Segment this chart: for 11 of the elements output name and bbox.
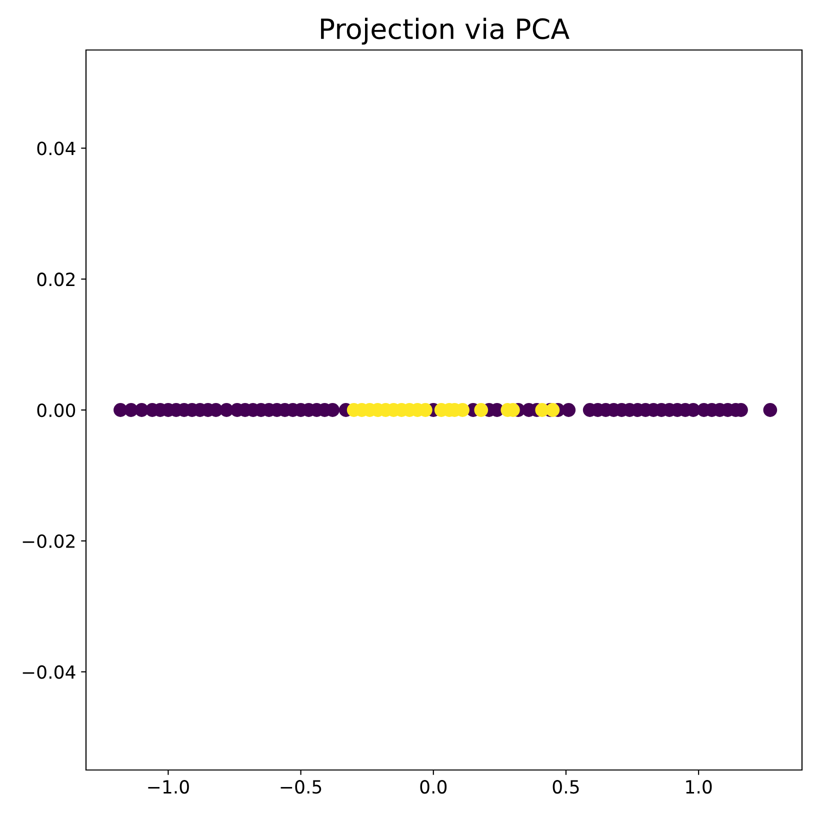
x-tick-label: −0.5 <box>280 780 322 794</box>
y-tick-label: −0.02 <box>22 534 74 548</box>
y-tick-label: 0.00 <box>37 403 76 418</box>
y-tick-label: −0.04 <box>22 665 76 679</box>
y-tick-label: 0.02 <box>37 272 74 286</box>
x-tick-label: 0.5 <box>552 780 579 794</box>
y-tick-label: 0.04 <box>37 142 76 156</box>
chart-title: Projection via PCA <box>321 18 570 45</box>
x-tick-label: 1.0 <box>686 780 712 794</box>
x-tick-label: 0.0 <box>420 780 447 794</box>
x-tick-label: −1.0 <box>148 780 189 794</box>
